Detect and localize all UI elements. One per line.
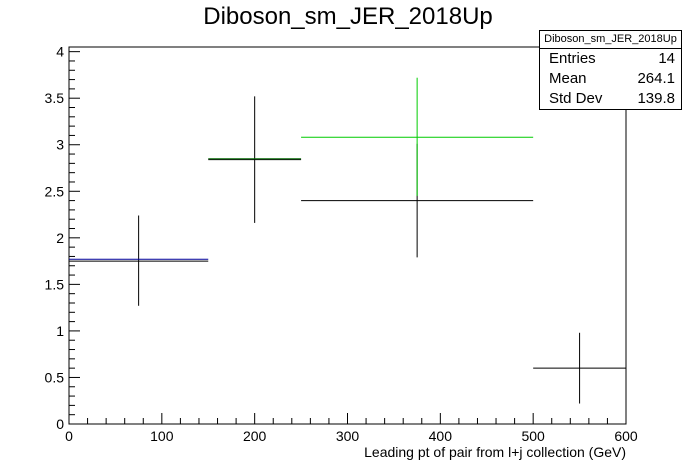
stats-label-stddev: Std Dev: [549, 90, 603, 107]
y-tick-label: 2: [56, 230, 64, 246]
stats-row-stddev: Std Dev 139.8: [540, 89, 681, 109]
stats-value-stddev: 139.8: [637, 90, 675, 107]
y-tick-label: 3.5: [45, 90, 65, 106]
y-tick-label: 1: [56, 323, 64, 339]
y-tick-label: 4: [56, 44, 64, 60]
x-tick-label: 100: [150, 428, 174, 444]
x-axis-label: Leading pt of pair from l+j collection (…: [364, 444, 626, 460]
stats-row-mean: Mean 264.1: [540, 69, 681, 89]
x-tick-label: 600: [614, 428, 638, 444]
x-tick-label: 500: [521, 428, 545, 444]
stats-row-entries: Entries 14: [540, 49, 681, 69]
stats-value-entries: 14: [658, 50, 675, 67]
x-tick-label: 200: [243, 428, 267, 444]
y-tick-label: 0.5: [45, 369, 65, 385]
x-tick-label: 400: [429, 428, 453, 444]
y-tick-label: 1.5: [45, 276, 65, 292]
stats-value-mean: 264.1: [637, 70, 675, 87]
stats-label-mean: Mean: [549, 70, 587, 87]
stats-box-title: Diboson_sm_JER_2018Up: [540, 31, 681, 49]
x-tick-label: 300: [336, 428, 360, 444]
stats-label-entries: Entries: [549, 50, 596, 67]
y-tick-label: 3: [56, 137, 64, 153]
x-tick-label: 0: [65, 428, 73, 444]
y-tick-label: 0: [56, 416, 64, 432]
chart-title: Diboson_sm_JER_2018Up: [203, 3, 493, 30]
y-tick-label: 2.5: [45, 183, 65, 199]
stats-box: Diboson_sm_JER_2018Up Entries 14 Mean 26…: [539, 30, 682, 110]
